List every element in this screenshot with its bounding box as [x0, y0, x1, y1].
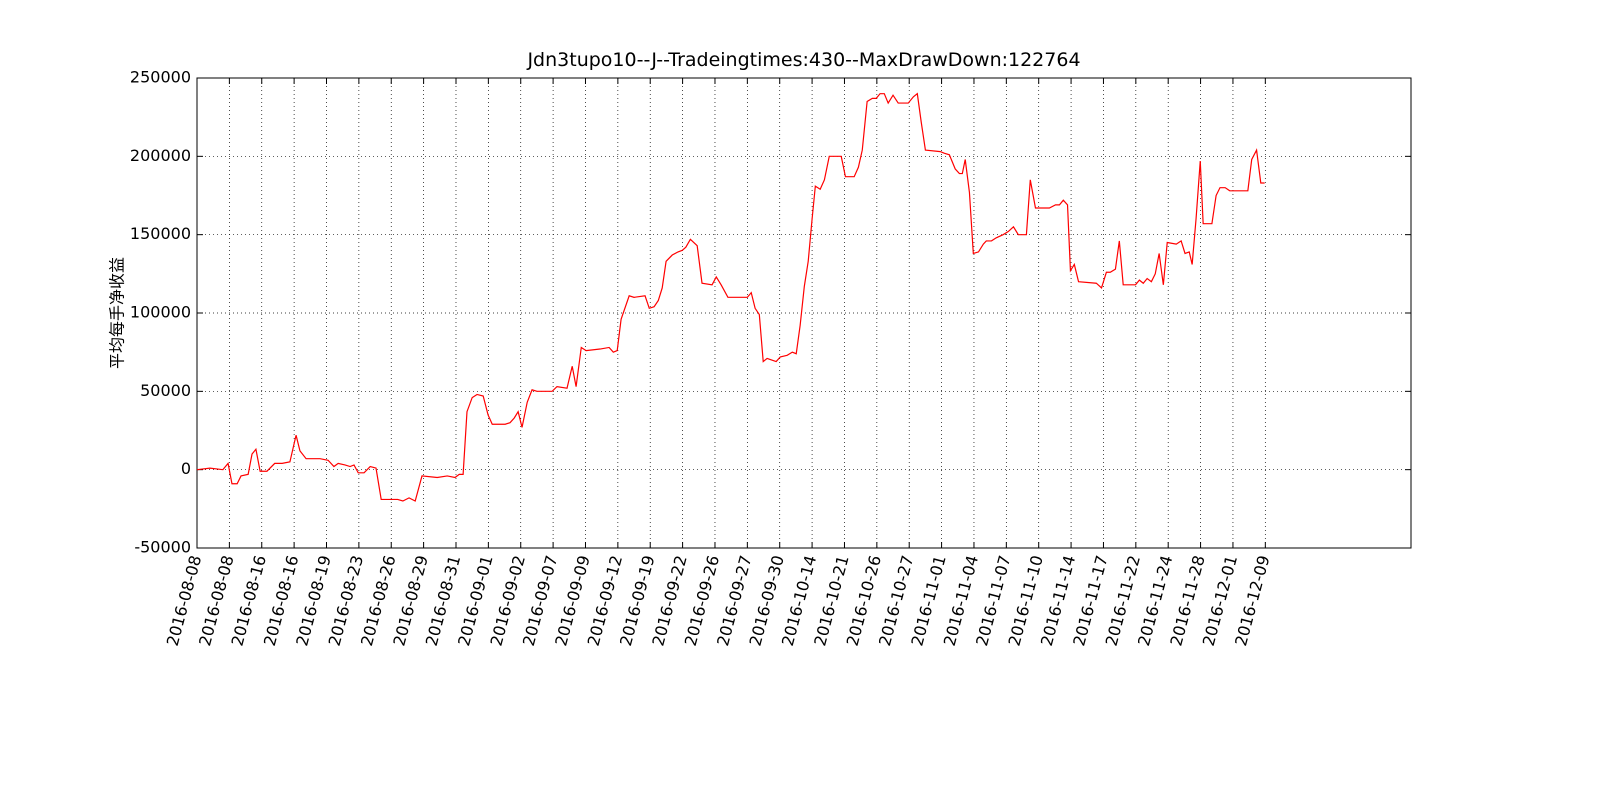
y-tick-label: -50000	[134, 538, 191, 557]
y-tick-label: 50000	[140, 381, 191, 400]
y-axis-label: 平均每手净收益	[108, 257, 127, 369]
chart-title: Jdn3tupo10--J--Tradeingtimes:430--MaxDra…	[526, 49, 1080, 71]
y-tick-label: 150000	[130, 224, 191, 243]
y-tick-label: 200000	[130, 146, 191, 165]
plot-frame	[196, 77, 1412, 549]
y-tick-label: 250000	[130, 68, 191, 87]
y-tick-label: 100000	[130, 303, 191, 322]
data-line	[196, 92, 1265, 502]
y-tick-label: 0	[181, 459, 191, 478]
